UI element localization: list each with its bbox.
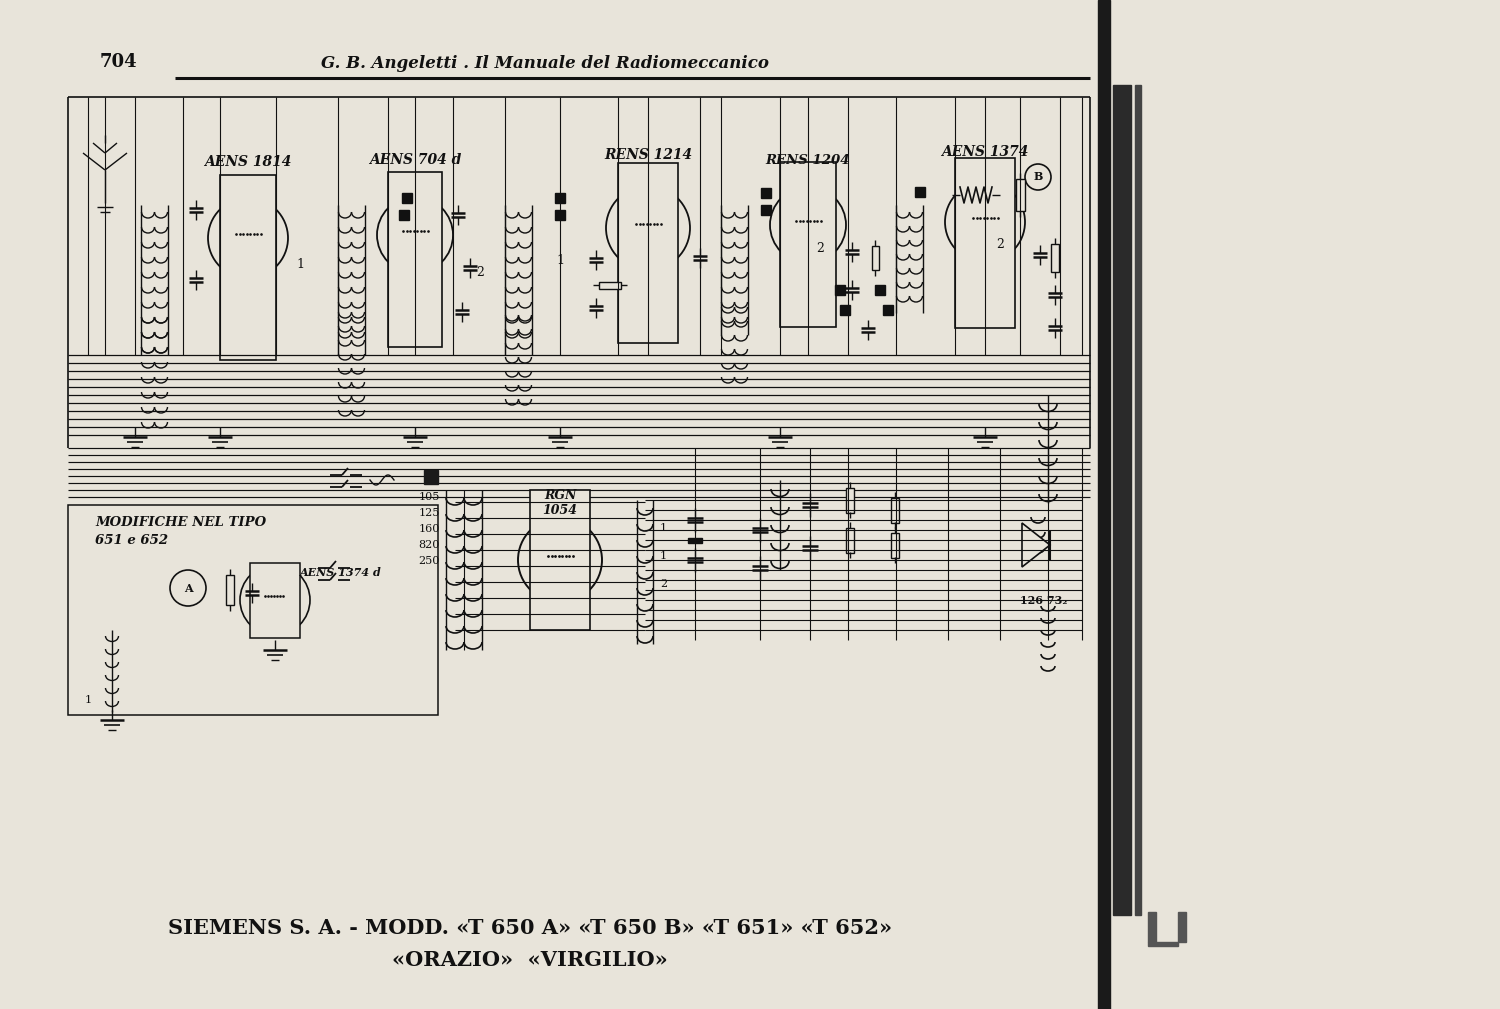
Text: 820: 820	[419, 540, 440, 550]
Text: 2: 2	[816, 241, 824, 254]
Text: MODIFICHE NEL TIPO: MODIFICHE NEL TIPO	[94, 516, 266, 529]
Bar	[555, 193, 566, 203]
Bar	[846, 528, 853, 553]
Bar	[555, 210, 566, 220]
Bar	[251, 563, 300, 638]
Bar	[1136, 85, 1142, 915]
Bar	[688, 538, 702, 543]
Bar	[891, 498, 898, 523]
Bar	[846, 488, 853, 513]
Polygon shape	[1022, 523, 1050, 567]
Text: «ORAZIO»  «VIRGILIO»: «ORAZIO» «VIRGILIO»	[392, 950, 668, 970]
Bar	[618, 163, 678, 343]
Bar	[891, 533, 898, 558]
Circle shape	[376, 197, 453, 273]
Circle shape	[945, 182, 1024, 262]
Text: 250: 250	[419, 556, 440, 566]
Bar	[956, 158, 1016, 328]
Circle shape	[240, 565, 310, 635]
Text: 2: 2	[996, 238, 1004, 251]
Bar	[399, 210, 410, 220]
Text: RGN
1054: RGN 1054	[543, 489, 578, 517]
Bar	[836, 285, 844, 295]
Bar	[68, 504, 438, 715]
Circle shape	[170, 570, 206, 606]
Text: 1: 1	[660, 523, 668, 533]
Text: 2: 2	[660, 579, 668, 589]
Bar	[1148, 912, 1156, 942]
Text: RENS 1214: RENS 1214	[604, 148, 692, 162]
Bar	[598, 282, 621, 289]
Text: 1: 1	[556, 253, 564, 266]
Bar	[884, 305, 892, 315]
Circle shape	[1024, 164, 1051, 190]
Bar	[874, 285, 885, 295]
Text: AENS 1374: AENS 1374	[942, 145, 1029, 159]
Text: 105: 105	[419, 492, 440, 502]
Circle shape	[606, 186, 690, 270]
Bar	[840, 305, 850, 315]
Text: RENS 1204: RENS 1204	[765, 153, 850, 166]
Bar	[1098, 0, 1110, 1009]
Bar	[530, 490, 590, 630]
Text: 2: 2	[476, 265, 484, 278]
Bar	[1052, 244, 1059, 272]
Text: 1: 1	[660, 551, 668, 561]
Bar	[388, 172, 442, 347]
Bar	[402, 193, 412, 203]
Text: AENS 1374 d: AENS 1374 d	[300, 566, 381, 577]
Bar	[1178, 912, 1186, 942]
Bar	[915, 187, 926, 197]
Text: 1: 1	[84, 695, 92, 705]
Bar	[220, 175, 276, 360]
Bar	[871, 246, 879, 270]
Bar	[1016, 179, 1025, 211]
Text: 126 73₂: 126 73₂	[1020, 594, 1068, 605]
Text: G. B. Angeletti . Il Manuale del Radiomeccanico: G. B. Angeletti . Il Manuale del Radiome…	[321, 54, 770, 72]
Bar	[760, 188, 771, 198]
Bar	[226, 575, 234, 605]
Bar	[780, 162, 836, 327]
Circle shape	[518, 518, 602, 602]
Text: SIEMENS S. A. - MODD. «T 650 A» «T 650 B» «T 651» «T 652»: SIEMENS S. A. - MODD. «T 650 A» «T 650 B…	[168, 918, 892, 938]
Bar	[760, 205, 771, 215]
Circle shape	[770, 187, 846, 263]
Bar	[424, 470, 438, 484]
Text: 160: 160	[419, 524, 440, 534]
Text: 125: 125	[419, 508, 440, 518]
Text: A: A	[183, 582, 192, 593]
Bar	[1148, 942, 1178, 946]
Text: 651 e 652: 651 e 652	[94, 534, 168, 547]
Text: 1: 1	[296, 258, 304, 271]
Bar	[1113, 85, 1131, 915]
Text: AENS 704 d: AENS 704 d	[369, 153, 460, 167]
Text: 704: 704	[99, 53, 136, 71]
Text: B: B	[1034, 172, 1042, 183]
Text: AENS 1814: AENS 1814	[204, 155, 291, 169]
Circle shape	[209, 198, 288, 278]
